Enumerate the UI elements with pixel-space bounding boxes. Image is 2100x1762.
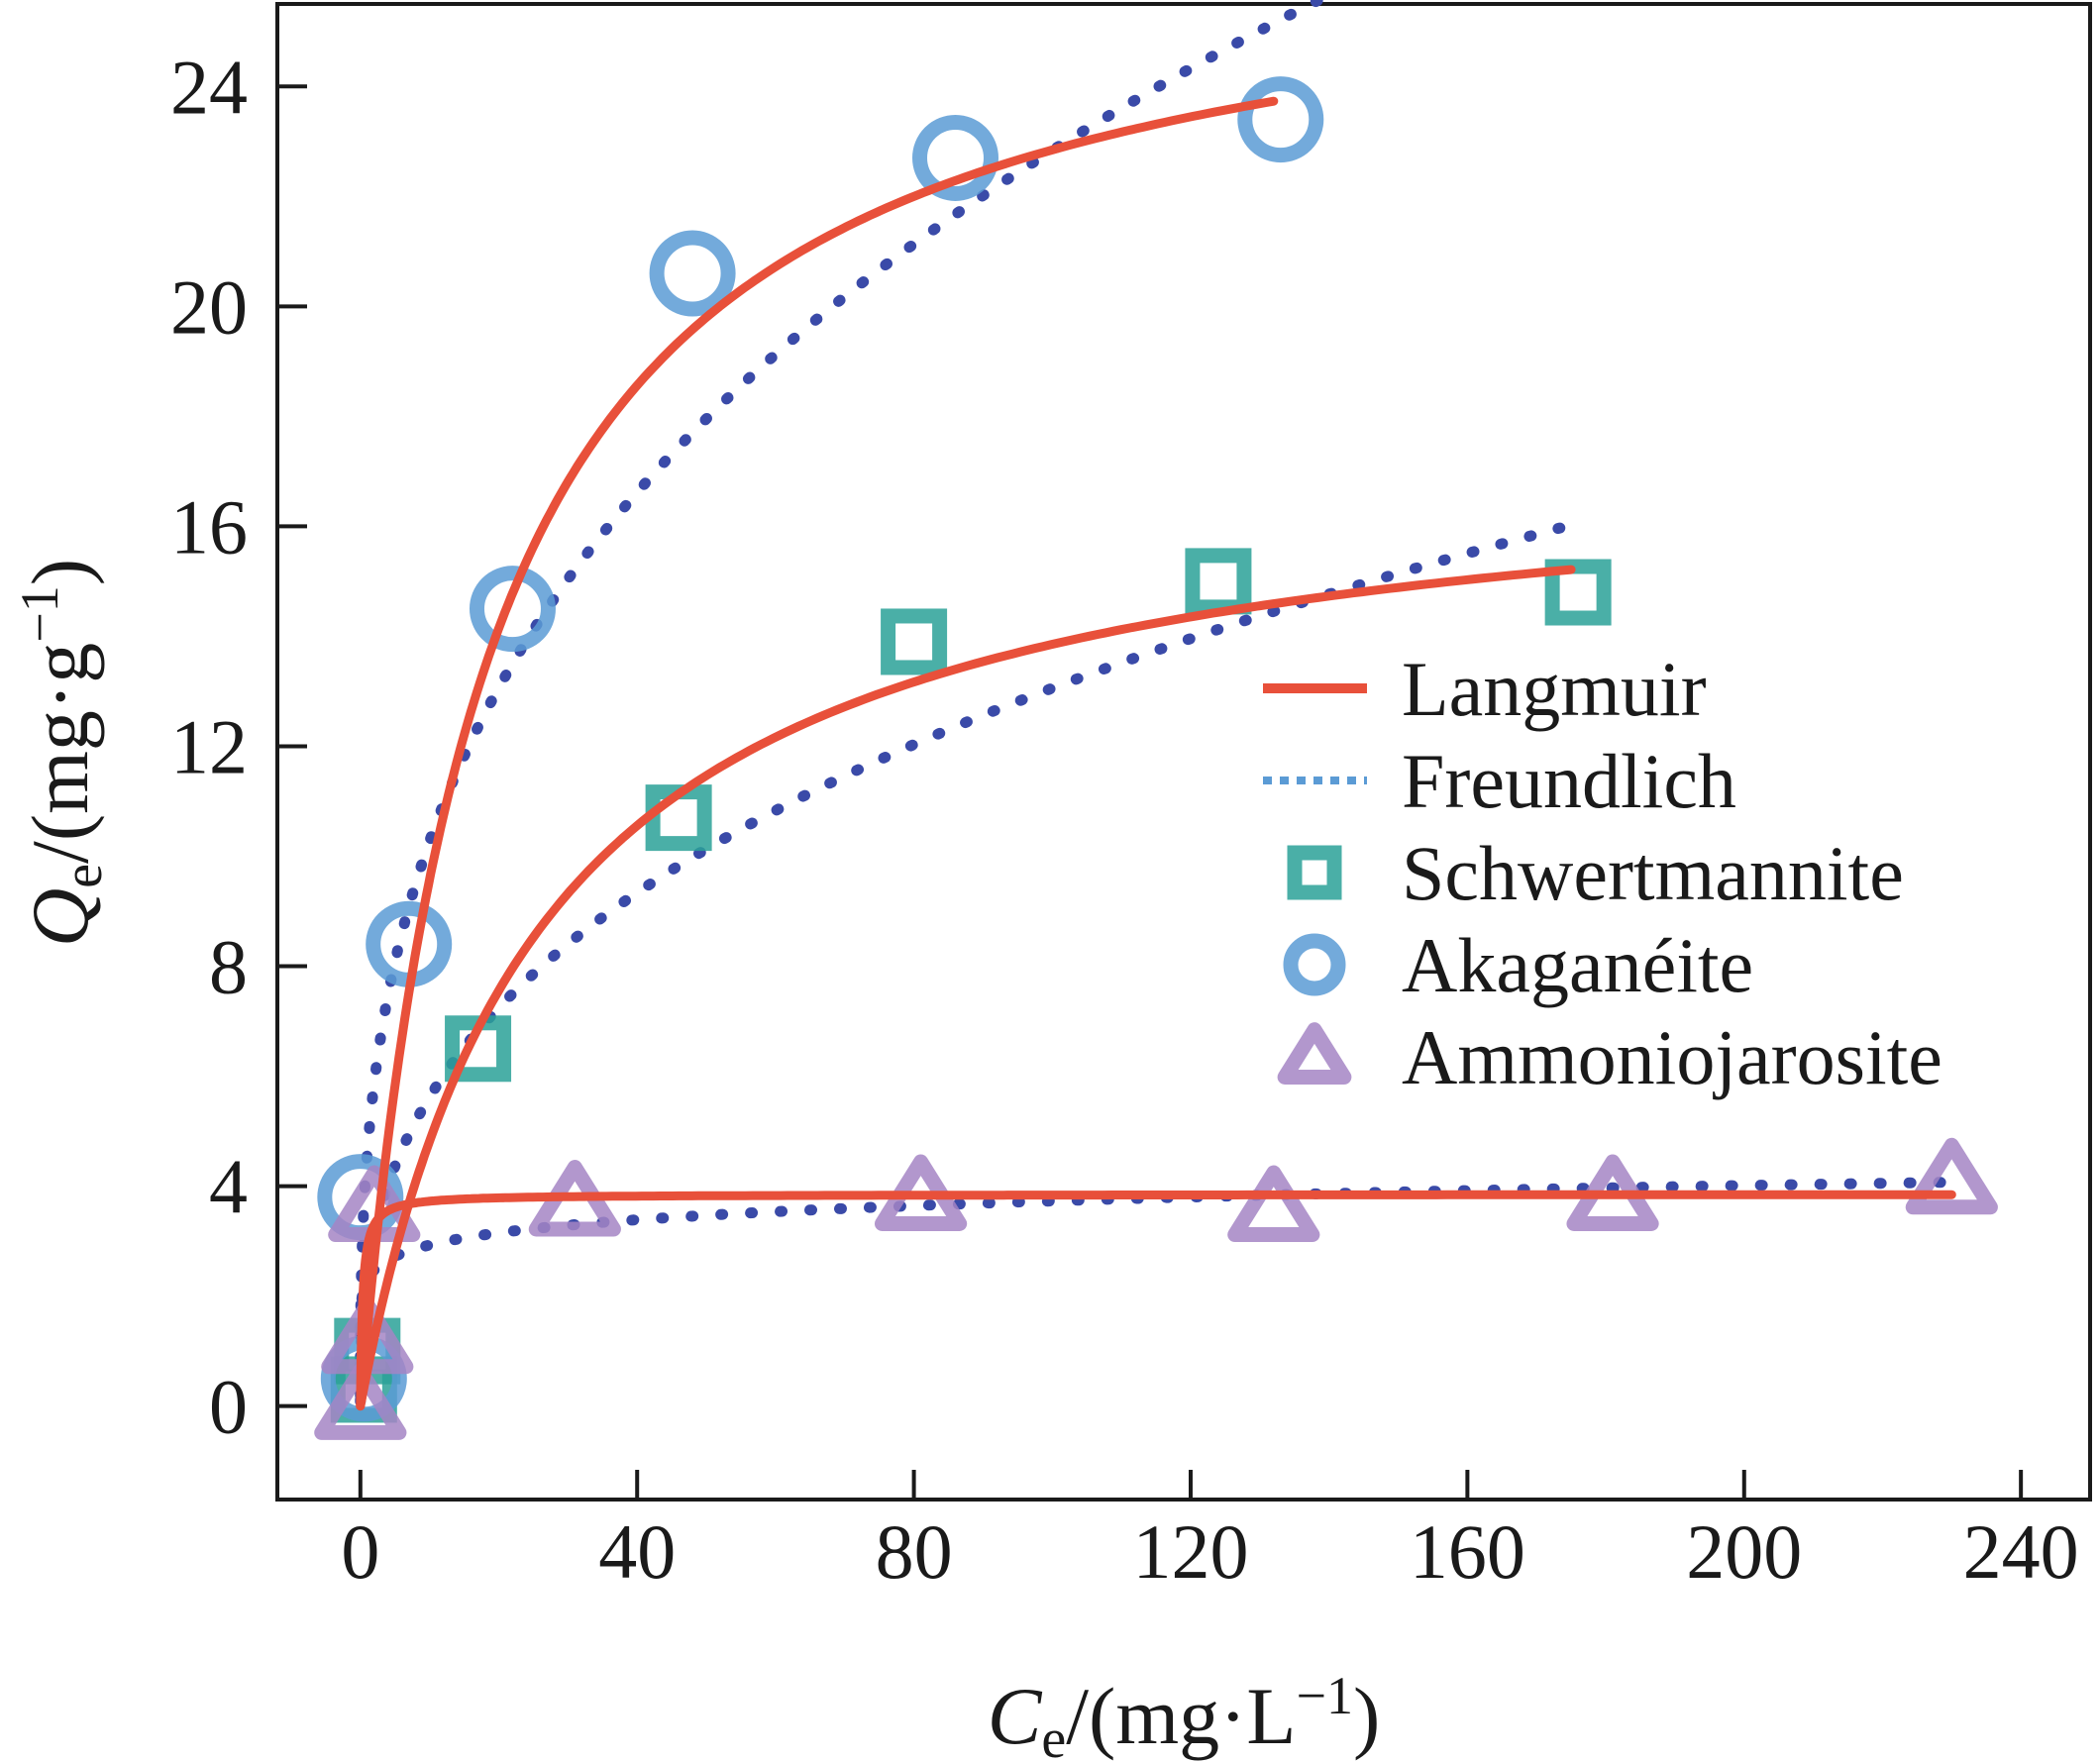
- schwertmannite-point: [1544, 559, 1612, 626]
- legend-label: Schwertmannite: [1402, 830, 1904, 916]
- x-tick-label: 200: [1686, 1508, 1802, 1595]
- legend-item-akaganite: Akaganéite: [1283, 922, 1753, 1008]
- y-tick-label: 20: [170, 263, 248, 350]
- legend-swatch: [1283, 933, 1346, 996]
- ammoniojarosite-point: [1227, 1165, 1320, 1243]
- y-tick-label: 0: [209, 1364, 248, 1450]
- x-tick-label: 40: [598, 1508, 676, 1595]
- schwertmannite-point: [1185, 548, 1252, 615]
- legend-label: Akaganéite: [1402, 922, 1753, 1008]
- legend: LangmuirFreundlichSchwertmanniteAkaganéi…: [1263, 646, 1942, 1100]
- legend-swatch: [1287, 845, 1342, 900]
- y-axis-title: Qe/(mg·g−1): [10, 559, 114, 947]
- x-tick-label: 160: [1410, 1508, 1525, 1595]
- akaganite-point: [1237, 76, 1324, 163]
- x-tick-label: 120: [1132, 1508, 1248, 1595]
- y-tick-label: 12: [170, 703, 248, 789]
- legend-label: Freundlich: [1402, 738, 1736, 824]
- akaganite-point: [469, 566, 556, 653]
- legend-swatch: [1277, 1022, 1352, 1085]
- schwertmannite-langmuir-curve: [356, 565, 1576, 1411]
- x-tick-label: 80: [876, 1508, 953, 1595]
- akaganite-freundlich-curve: [355, 0, 1331, 1401]
- y-tick-label: 4: [209, 1144, 248, 1230]
- y-tick-label: 8: [209, 924, 248, 1010]
- x-axis-title: Ce/(mg·L−1): [988, 1666, 1381, 1762]
- y-tick-label: 16: [170, 483, 248, 570]
- schwertmannite-point: [645, 784, 712, 852]
- akaganite-point: [649, 230, 736, 317]
- data-markers: [314, 76, 1998, 1440]
- legend-item-ammoniojarosite: Ammoniojarosite: [1277, 1014, 1942, 1100]
- ammoniojarosite-point: [314, 1363, 407, 1440]
- langmuir-fits: [356, 96, 1956, 1411]
- ammoniojarosite-langmuir-curve: [356, 1190, 1956, 1411]
- akaganite-langmuir-curve: [356, 96, 1279, 1411]
- axis-ticks: [277, 84, 2024, 1500]
- legend-item-freundlich: Freundlich: [1263, 738, 1736, 824]
- akaganite-point: [912, 114, 999, 201]
- legend-item-schwertmannite: Schwertmannite: [1287, 830, 1904, 916]
- tick-labels: 0 40 80 120 160 200 240 0 4 8 12 16 20 24: [170, 44, 2079, 1595]
- schwertmannite-freundlich-curve: [355, 519, 1577, 1407]
- ammoniojarosite-point: [1905, 1137, 1998, 1215]
- legend-label: Ammoniojarosite: [1402, 1014, 1942, 1100]
- schwertmannite-point: [881, 608, 948, 675]
- x-tick-label: 240: [1963, 1508, 2079, 1595]
- legend-item-langmuir: Langmuir: [1263, 646, 1707, 732]
- x-tick-label: 0: [341, 1508, 379, 1595]
- y-tick-label: 24: [170, 44, 248, 130]
- legend-label: Langmuir: [1402, 646, 1707, 732]
- ammoniojarosite-freundlich-curve: [355, 1177, 1957, 1364]
- plot-frame: [275, 2, 2092, 1502]
